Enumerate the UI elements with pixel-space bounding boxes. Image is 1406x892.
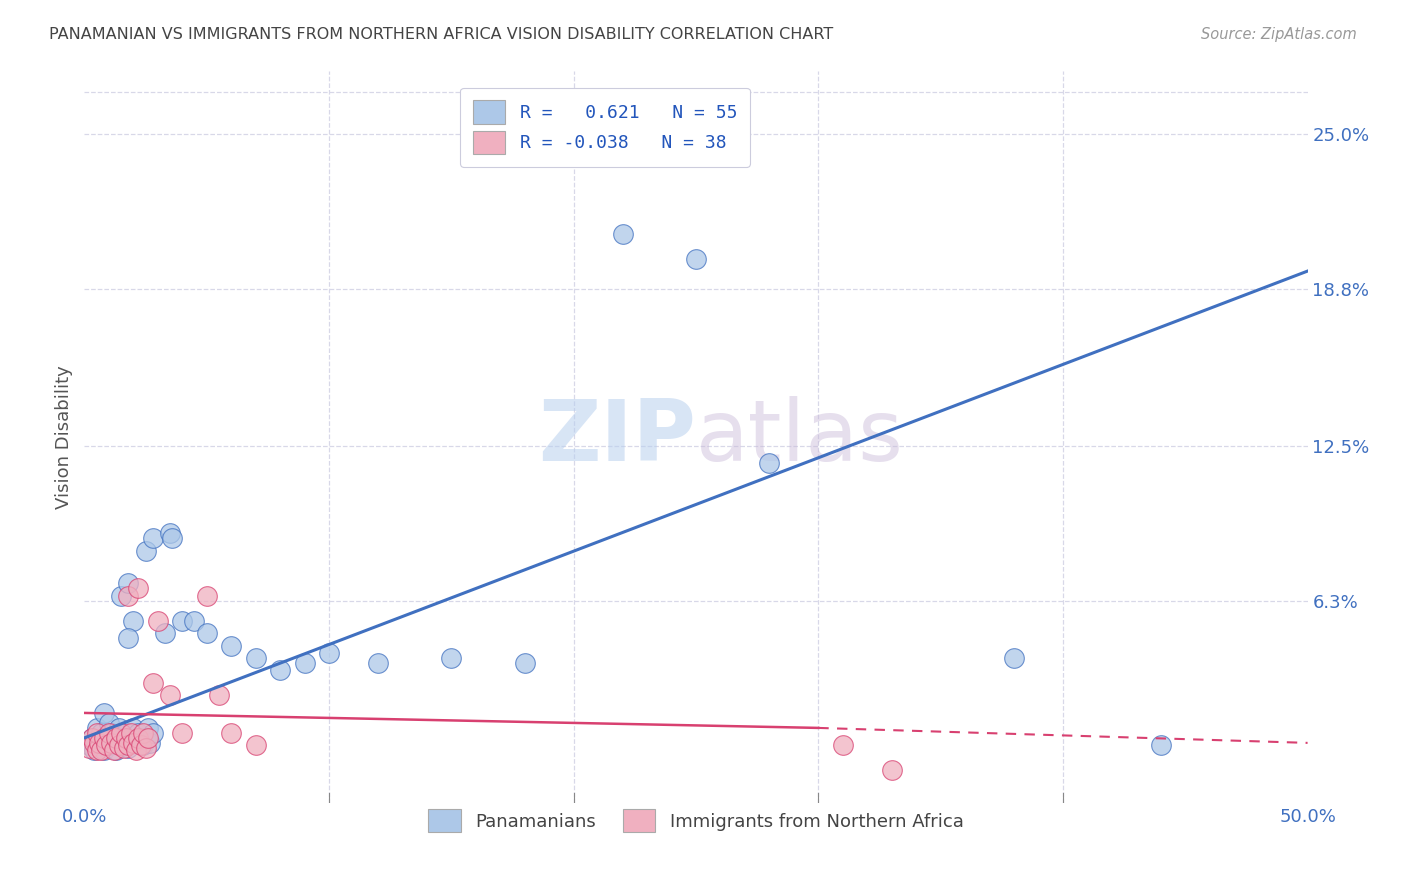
Point [132,726,155,740]
Point [87,739,110,753]
Point [440,651,463,665]
Point [120,726,142,740]
Point [245,651,267,665]
Point [219,639,242,653]
Point [100,736,122,750]
Point [83,736,105,750]
Point [318,646,340,660]
Point [117,589,139,603]
Y-axis label: Vision Disability: Vision Disability [55,365,73,509]
Point [129,731,152,745]
Point [153,626,176,640]
Point [162,531,184,545]
Point [172,726,194,740]
Point [513,656,536,670]
Point [1150,739,1173,753]
Point [97,726,120,740]
Point [90,743,112,757]
Text: ZIP: ZIP [538,395,696,479]
Point [120,731,142,745]
Point [77,739,100,753]
Point [86,736,108,750]
Point [115,726,138,740]
Point [136,721,159,735]
Point [107,739,129,753]
Point [80,731,103,745]
Point [195,626,218,640]
Point [86,743,108,757]
Point [97,715,120,730]
Point [172,614,194,628]
Point [110,589,132,603]
Point [107,721,129,735]
Point [97,739,120,753]
Point [103,743,125,757]
Point [142,726,165,740]
Point [87,736,110,750]
Point [86,726,108,740]
Point [208,689,231,703]
Point [135,731,157,745]
Point [93,731,115,745]
Point [90,726,112,740]
Point [122,736,145,750]
Point [880,764,903,778]
Point [136,731,159,745]
Point [127,731,149,745]
Point [105,743,128,757]
Point [112,740,135,755]
Point [195,589,218,603]
Point [146,614,169,628]
Point [96,731,118,745]
Point [183,614,205,628]
Point [139,736,162,750]
Point [132,739,155,753]
Point [112,739,135,753]
Point [100,726,122,740]
Point [685,252,707,266]
Point [77,740,100,755]
Text: Source: ZipAtlas.com: Source: ZipAtlas.com [1201,27,1357,42]
Point [80,731,103,745]
Point [245,739,267,753]
Point [219,726,242,740]
Point [83,743,105,757]
Point [367,656,389,670]
Point [122,614,145,628]
Point [127,726,149,740]
Point [758,456,780,470]
Point [127,581,149,595]
Point [93,743,115,757]
Point [142,531,165,545]
Point [122,721,145,735]
Text: atlas: atlas [696,395,904,479]
Point [105,731,128,745]
Point [135,543,157,558]
Point [117,740,139,755]
Point [86,721,108,735]
Point [117,739,139,753]
Point [117,576,139,591]
Point [129,739,152,753]
Point [110,731,132,745]
Point [142,676,165,690]
Point [159,526,181,541]
Point [117,631,139,645]
Point [115,731,138,745]
Point [269,664,291,678]
Point [125,743,148,757]
Point [294,656,316,670]
Point [96,739,118,753]
Legend: Panamanians, Immigrants from Northern Africa: Panamanians, Immigrants from Northern Af… [416,797,976,845]
Point [1002,651,1025,665]
Point [93,706,115,720]
Point [125,736,148,750]
Point [110,726,132,740]
Point [612,227,634,241]
Point [159,689,181,703]
Point [135,740,157,755]
Text: PANAMANIAN VS IMMIGRANTS FROM NORTHERN AFRICA VISION DISABILITY CORRELATION CHAR: PANAMANIAN VS IMMIGRANTS FROM NORTHERN A… [49,27,834,42]
Point [831,739,853,753]
Point [103,736,125,750]
